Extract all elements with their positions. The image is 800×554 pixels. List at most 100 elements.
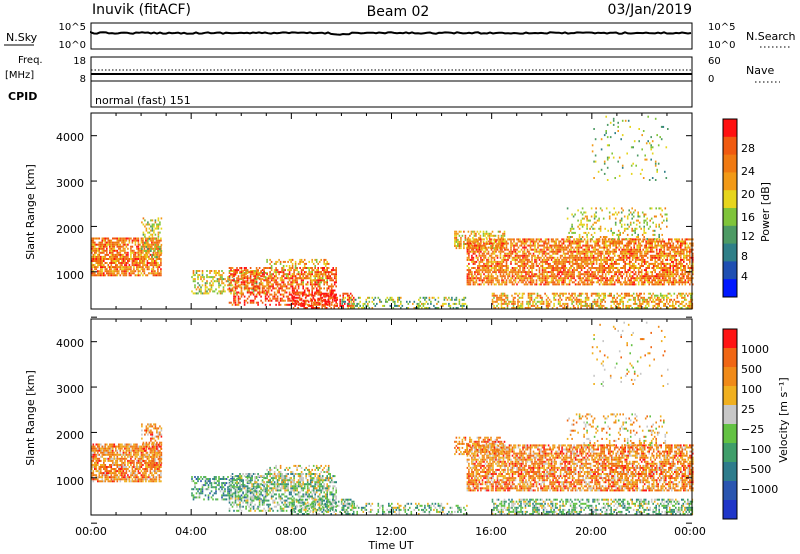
heatmap-cell [514,281,517,284]
heatmap-cell [266,279,268,282]
heatmap-cell [639,250,641,253]
heatmap-cell [150,233,152,236]
noise-panel-frame [90,22,693,50]
heatmap-cell [380,300,383,303]
heatmap-cell [523,248,526,251]
heatmap-cell [514,292,516,295]
heatmap-cell [526,262,529,265]
heatmap-cell [151,219,154,222]
heatmap-cell [580,273,583,276]
heatmap-cell [197,276,199,279]
heatmap-cell [665,271,667,274]
heatmap-cell [243,275,246,278]
heatmap-cell [468,248,470,251]
heatmap-cell [528,269,530,272]
heatmap-cell [155,251,158,254]
heatmap-cell [692,258,694,261]
heatmap-cell [501,281,503,284]
heatmap-cell [683,281,685,284]
heatmap-cell [159,252,161,255]
heatmap-cell [518,307,521,309]
heatmap-cell [643,275,646,278]
heatmap-cell [507,248,509,251]
heatmap-cell [352,296,355,299]
heatmap-cell [198,274,201,277]
heatmap-cell [502,298,504,301]
heatmap-cell [595,260,598,263]
heatmap-cell [663,254,666,257]
heatmap-cell [571,250,574,253]
heatmap-cell [151,256,154,259]
heatmap-cell [669,250,672,253]
heatmap-cell [580,246,583,249]
heatmap-cell [493,283,496,286]
heatmap-cell [646,271,649,274]
heatmap-cell [306,287,309,290]
heatmap-cell [458,298,461,301]
heatmap-cell [328,300,331,303]
heatmap-cell [332,267,334,269]
heatmap-cell [692,254,694,257]
heatmap-cell [357,307,360,309]
heatmap-cell [145,243,148,246]
heatmap-cell [631,250,634,253]
heatmap-cell [116,239,119,242]
heatmap-cell [583,275,586,278]
heatmap-cell [489,271,491,274]
heatmap-cell [227,284,229,287]
heatmap-cell [148,245,150,248]
heatmap-cell [324,300,326,303]
heatmap-cell [269,285,271,288]
heatmap-cell [230,292,232,295]
heatmap-cell [121,264,123,267]
heatmap-cell [490,234,492,237]
heatmap-cell [330,289,333,292]
heatmap-cell [474,250,476,253]
heatmap-cell [672,260,675,263]
heatmap-cell [498,279,500,282]
heatmap-cell [116,264,119,267]
heatmap-cell [266,287,268,290]
heatmap-cell [333,307,335,309]
heatmap-cell [288,267,291,269]
heatmap-cell [553,283,556,286]
heatmap-cell [490,265,493,267]
heatmap-cell [207,288,210,291]
heatmap-cell [642,275,644,278]
heatmap-cell [264,285,267,288]
heatmap-cell [305,299,307,302]
heatmap-cell [460,236,462,239]
heatmap-cell [359,304,361,307]
heatmap-cell [294,267,297,269]
heatmap-cell [484,234,486,237]
heatmap-cell [556,265,559,267]
heatmap-cell [261,284,264,287]
heatmap-cell [675,260,678,263]
heatmap-cell [490,258,493,261]
heatmap-cell [109,241,111,244]
heatmap-cell [661,279,664,282]
heatmap-cell [112,266,114,269]
heatmap-cell [613,273,616,276]
heatmap-cell [562,246,565,249]
heatmap-cell [668,252,670,255]
heatmap-cell [197,286,199,289]
heatmap-cell [499,265,502,267]
heatmap-cell [342,298,345,301]
heatmap-cell [233,269,235,272]
heatmap-cell [598,254,601,257]
heatmap-cell [150,219,152,222]
heatmap-cell [151,241,153,244]
heatmap-cell [668,275,670,278]
heatmap-cell [270,279,273,282]
heatmap-cell [103,264,105,267]
heatmap-cell [228,267,231,269]
heatmap-cell [672,267,675,269]
heatmap-cell [639,265,641,267]
heatmap-cell [142,264,144,267]
heatmap-cell [564,281,566,284]
heatmap-cell [100,274,102,277]
heatmap-cell [116,241,119,244]
heatmap-cell [607,250,610,253]
heatmap-cell [508,250,511,253]
